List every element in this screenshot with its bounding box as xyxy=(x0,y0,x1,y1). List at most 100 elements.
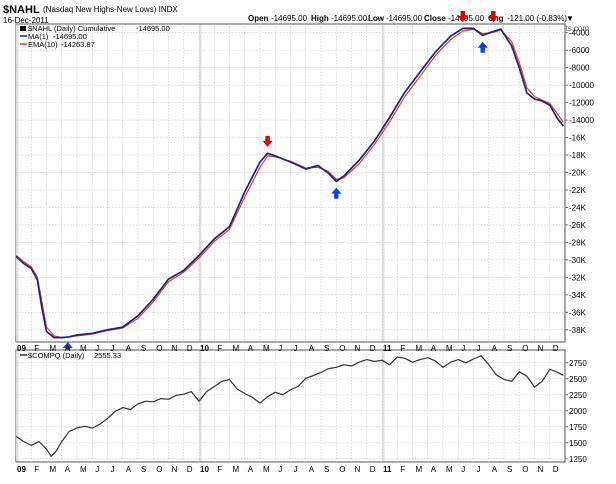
x-tick-label: J xyxy=(294,465,298,474)
y-tick-label: 1500 xyxy=(569,439,587,448)
x-tick-label: A xyxy=(65,465,71,474)
x-tick-label: M xyxy=(263,465,270,474)
x-tick-label: F xyxy=(34,344,39,353)
y-tick-label: 2000 xyxy=(569,407,587,416)
red-arrow-down-marker xyxy=(262,135,273,147)
y-tick-label: -22K xyxy=(569,186,587,195)
x-tick-label: J xyxy=(111,344,115,353)
x-tick-label: M xyxy=(233,465,240,474)
red-arrow-down-marker xyxy=(488,11,499,22)
bottom-legend: $COMPQ (Daily) 2555.33 xyxy=(20,351,121,360)
top-y-tick-labels: -4000 -6000 -8000 -10000 -12000 -14000 -16K -18… xyxy=(565,29,594,335)
y-tick-label: 1250 xyxy=(569,455,587,464)
x-tick-label: F xyxy=(34,465,39,474)
x-tick-label: N xyxy=(355,465,361,474)
x-tick-label: A xyxy=(492,344,498,353)
y-tick-label: -16K xyxy=(569,134,587,143)
x-tick-label: A xyxy=(248,344,254,353)
x-tick-label: M xyxy=(80,344,87,353)
x-tick-label: J xyxy=(461,465,465,474)
x-tick-label: J xyxy=(278,344,282,353)
x-tick-label: O xyxy=(156,465,162,474)
year-band xyxy=(382,24,385,342)
x-tick-label: M xyxy=(80,465,87,474)
x-tick-label: 09 xyxy=(17,465,26,474)
x-tick-label: A xyxy=(309,344,315,353)
x-tick-label: O xyxy=(339,465,345,474)
x-tick-label: O xyxy=(339,344,345,353)
y-tick-label: -34K xyxy=(569,291,587,300)
x-tick-label: M xyxy=(50,344,57,353)
x-tick-label: A xyxy=(309,465,315,474)
y-tick-label: 2750 xyxy=(569,359,587,368)
legend-ma-value: -14695.00 xyxy=(53,32,87,41)
x-tick-label: J xyxy=(95,465,99,474)
top-legend: $NAHL (Daily) Cumulative -14695.00 MA(1)… xyxy=(20,24,170,49)
bottom-panel-frame xyxy=(15,349,566,463)
x-tick-label: O xyxy=(522,465,528,474)
x-tick-label: D xyxy=(370,344,376,353)
high-label: High xyxy=(311,14,329,23)
open-value: -14695.00 xyxy=(271,14,308,23)
chg-dropdown-icon[interactable]: ▼ xyxy=(566,14,574,23)
series-line--compq xyxy=(15,355,564,457)
x-tick-label: F xyxy=(400,465,405,474)
x-tick-label: A xyxy=(431,344,437,353)
red-arrow-down-marker xyxy=(457,11,468,22)
x-tick-label: S xyxy=(324,465,329,474)
y-tick-label: -24K xyxy=(569,203,587,212)
y-tick-label: 1750 xyxy=(569,423,587,432)
y-tick-label: -20K xyxy=(569,169,587,178)
year-band xyxy=(16,24,19,342)
year-band xyxy=(382,350,385,462)
close-value: -14695.00 xyxy=(448,14,485,23)
y-tick-label: -36K xyxy=(569,308,587,317)
x-tick-label: J xyxy=(95,344,99,353)
x-tick-label: M xyxy=(233,344,240,353)
x-tick-label: N xyxy=(355,344,361,353)
y-tick-label: -18K xyxy=(569,151,587,160)
bottom-y-tick-labels: 1250 1500 1750 2000 2250 2500 2750 xyxy=(565,359,587,464)
x-tick-label: J xyxy=(278,465,282,474)
x-tick-label: A xyxy=(248,465,254,474)
x-tick-label: 10 xyxy=(200,344,209,353)
low-label: Low xyxy=(368,14,385,23)
x-tick-label: M xyxy=(50,465,57,474)
x-tick-label: F xyxy=(217,344,222,353)
x-tick-label: S xyxy=(141,465,146,474)
x-tick-label: F xyxy=(400,344,405,353)
y-tick-label: -32K xyxy=(569,273,587,282)
x-tick-label: N xyxy=(172,344,178,353)
x-tick-label: J xyxy=(477,465,481,474)
x-tick-label: 10 xyxy=(200,465,209,474)
x-tick-label: S xyxy=(507,344,512,353)
legend-cumulative-value: -14695.00 xyxy=(136,24,170,33)
x-tick-label: A xyxy=(65,344,71,353)
x-tick-label: S xyxy=(324,344,329,353)
x-tick-label: M xyxy=(416,465,423,474)
y-tick-label: -8000 xyxy=(569,64,590,73)
x-tick-label: M xyxy=(446,344,453,353)
bottom-x-axis-labels: 09 F M A M J J A S O N D 10 F M A M J J A S O N D 11 F M A M J J A S O N D xyxy=(17,465,559,474)
x-tick-label: F xyxy=(217,465,222,474)
x-tick-label: J xyxy=(461,344,465,353)
blue-arrow-up-marker xyxy=(331,187,342,199)
y-tick-label: -38K xyxy=(569,326,587,335)
legend-swatch-cumulative xyxy=(20,26,26,31)
x-tick-label: O xyxy=(522,344,528,353)
y-tick-label: -30K xyxy=(569,256,587,265)
x-tick-label: A xyxy=(126,465,132,474)
x-tick-label: D xyxy=(553,344,559,353)
close-label: Close xyxy=(424,14,446,23)
x-tick-label: N xyxy=(538,465,544,474)
series-line-ma-1 xyxy=(15,27,565,339)
symbol-description: (Nasdaq New Highs-New Lows) INDX xyxy=(43,5,178,14)
legend-compq-name: $COMPQ (Daily) xyxy=(28,351,85,360)
top-panel: -4000 -6000 -8000 -10000 -12000 -14000 -16K -18… xyxy=(15,11,594,353)
x-tick-label: M xyxy=(263,344,270,353)
x-tick-label: J xyxy=(294,344,298,353)
legend-ma-name: MA(1) xyxy=(28,32,49,41)
x-tick-label: A xyxy=(492,465,498,474)
x-tick-label: M xyxy=(446,465,453,474)
year-band xyxy=(199,350,202,462)
